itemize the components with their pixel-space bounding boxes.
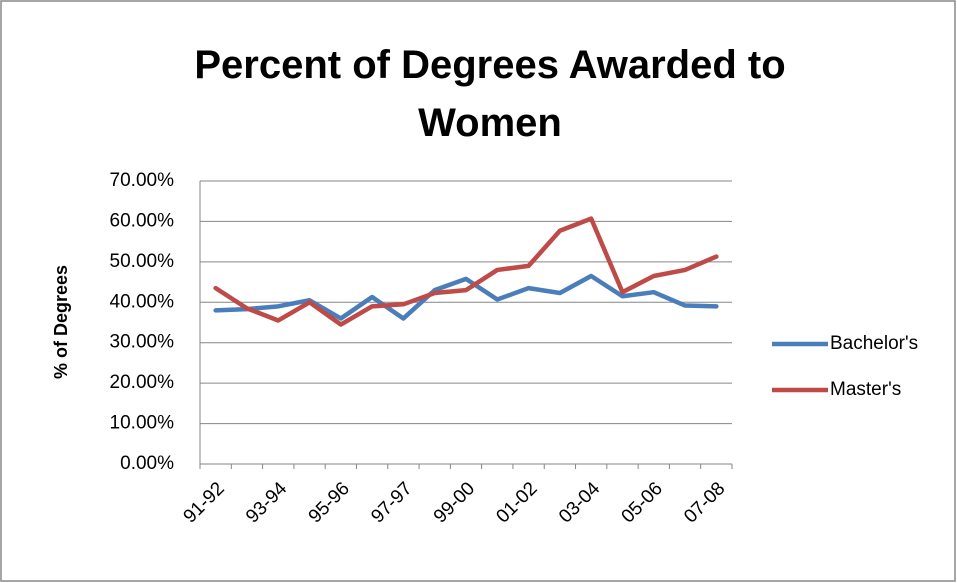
series-line [213, 216, 719, 327]
y-tick-label: 60.00% [110, 210, 175, 231]
legend-label: Bachelor's [830, 333, 918, 354]
legend-label: Master's [830, 379, 901, 400]
x-tick-label: 99-00 [430, 478, 479, 527]
y-axis-label: % of Degrees [51, 265, 71, 379]
y-tick-label: 70.00% [110, 170, 175, 191]
series-line [213, 273, 719, 321]
x-tick-label: 05-06 [618, 478, 667, 527]
x-tick-label: 93-94 [242, 478, 292, 528]
y-tick-label: 10.00% [110, 413, 175, 434]
y-tick-label: 20.00% [110, 372, 175, 393]
x-tick-label: 91-92 [180, 478, 229, 527]
x-tick-label: 97-97 [367, 478, 416, 527]
x-tick-label: 01-02 [492, 478, 541, 527]
y-tick-label: 0.00% [120, 453, 174, 474]
x-tick-label: 03-04 [555, 478, 605, 528]
y-tick-label: 40.00% [110, 291, 175, 312]
y-tick-label: 50.00% [110, 251, 175, 272]
y-tick-label: 30.00% [110, 332, 175, 353]
x-tick-label: 95-96 [305, 478, 354, 527]
x-tick-label: 07-08 [680, 478, 729, 527]
chart-title: Percent of Degrees Awarded to Women [194, 43, 786, 145]
